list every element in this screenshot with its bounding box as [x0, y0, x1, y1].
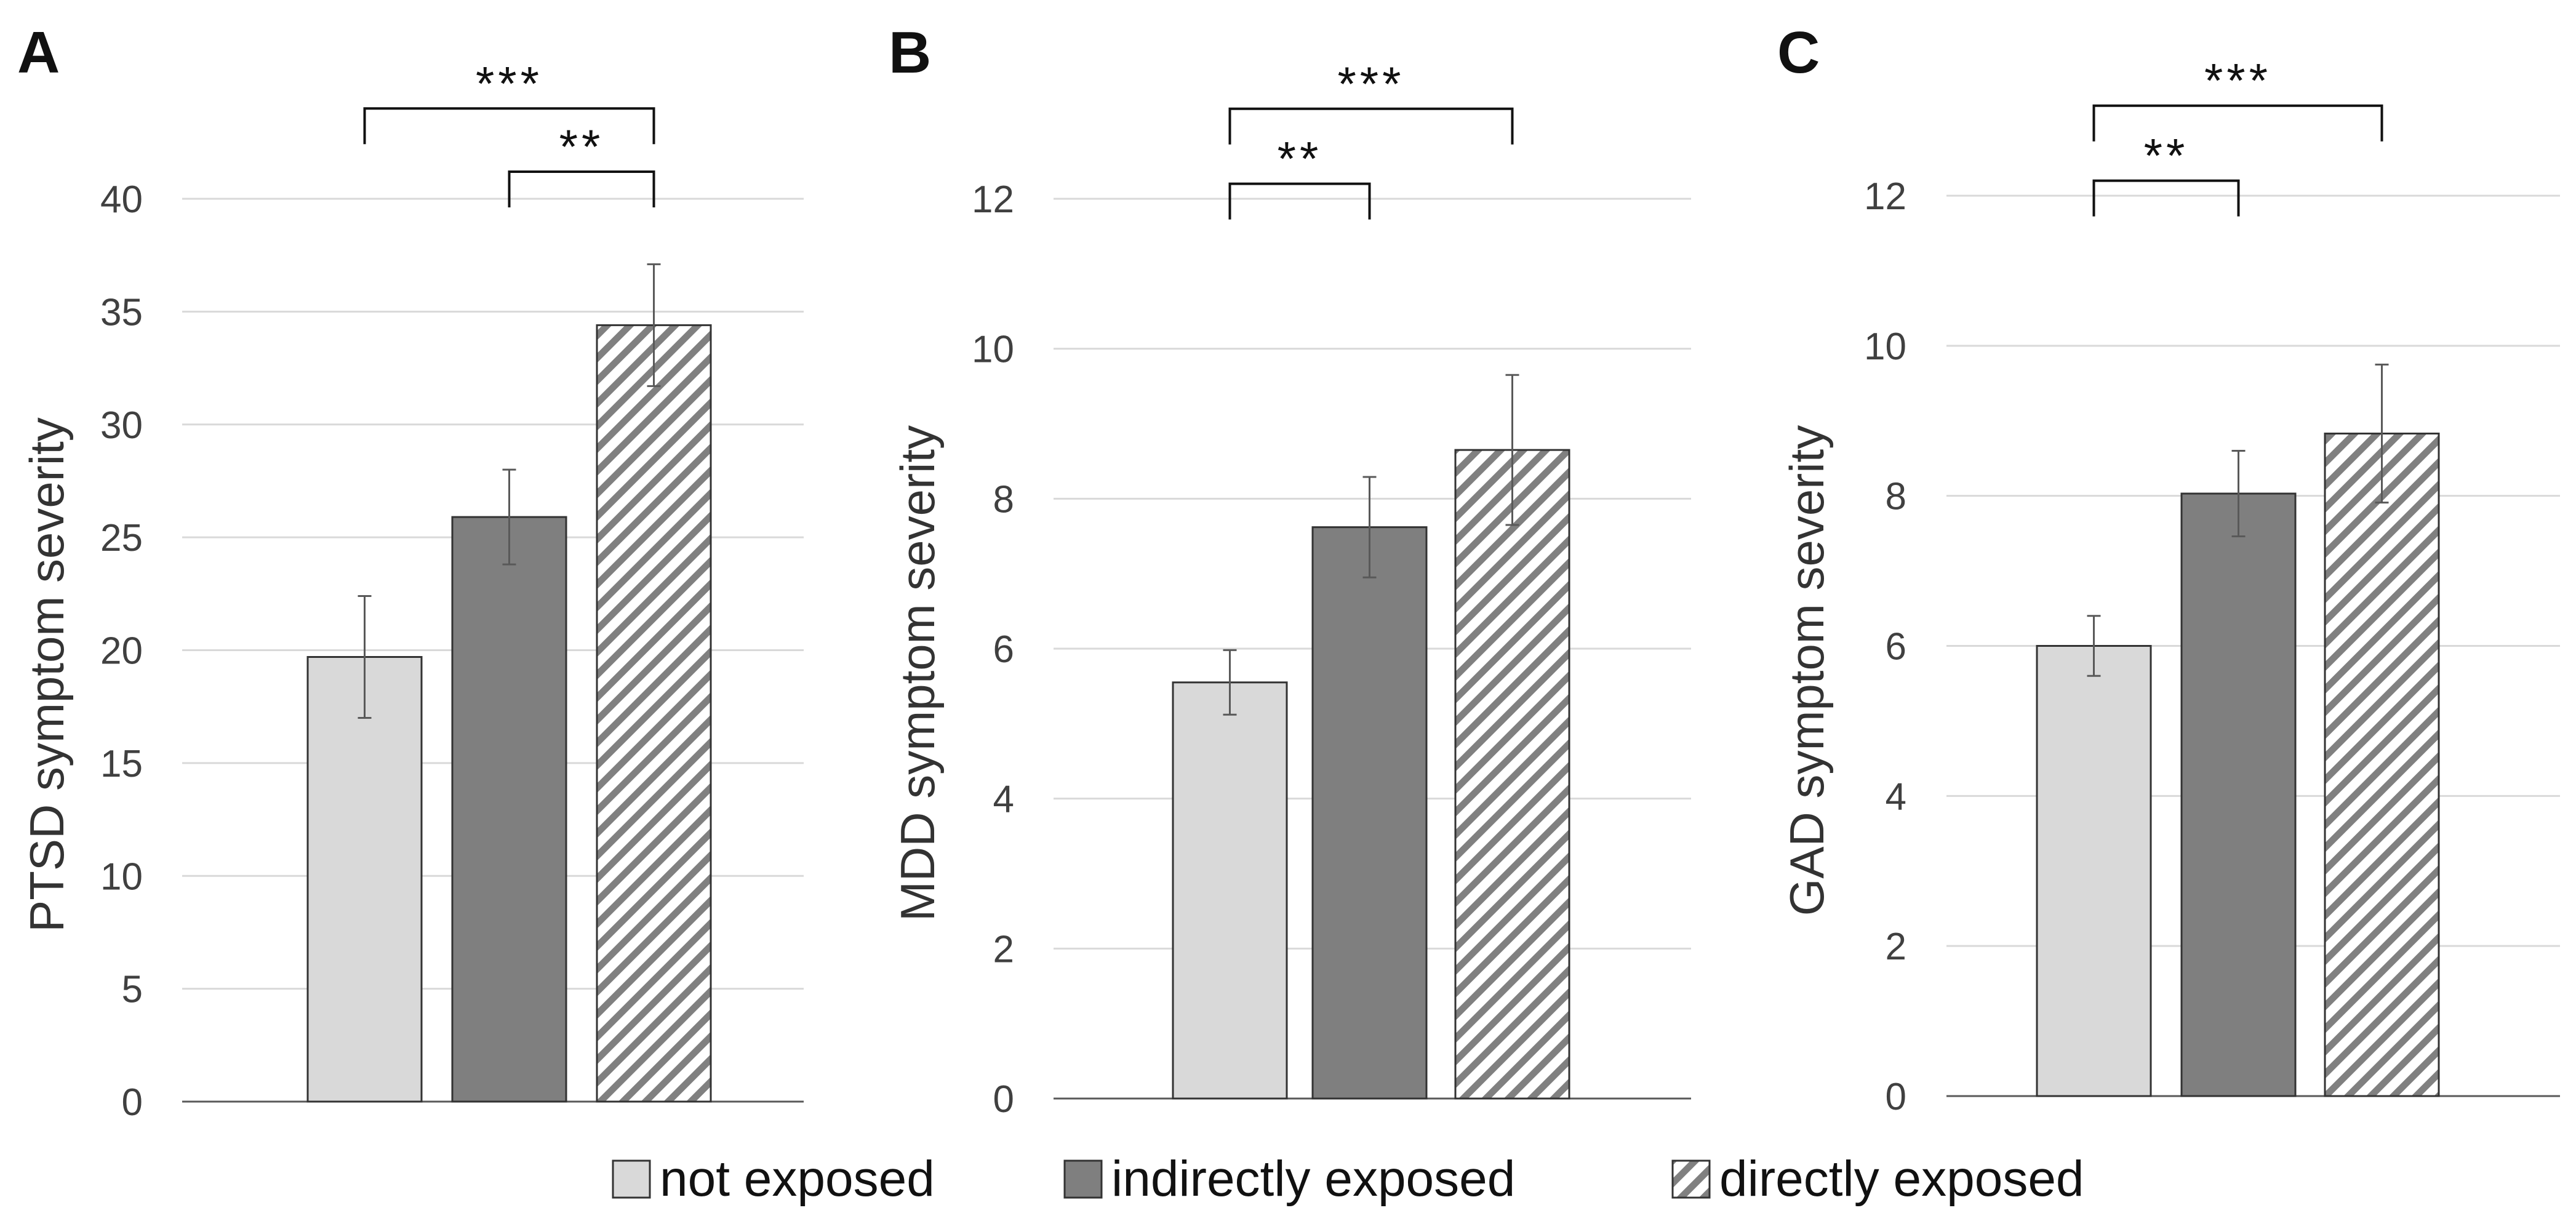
y-tick-label-a-20: 20 [100, 630, 143, 673]
error-bar-a-directly-exposed [647, 263, 661, 387]
y-tick-label-a-25: 25 [100, 517, 143, 559]
y-tick-label-a-0: 0 [122, 1081, 143, 1124]
bar-c-indirectly-exposed [2180, 492, 2297, 1097]
y-tick-label-b-12: 12 [972, 178, 1014, 221]
y-tick-label-c-2: 2 [1886, 926, 1906, 968]
bracket-line [363, 107, 655, 145]
significance-label: ** [2144, 129, 2189, 183]
significance-bracket-a-2: ** [508, 119, 655, 207]
bracket-line [2092, 179, 2240, 217]
bar-c-directly-exposed [2324, 432, 2440, 1097]
error-bar-a-not-exposed [358, 594, 372, 719]
y-tick-label-b-10: 10 [972, 329, 1014, 371]
y-axis-label-c: GAD symptom severity [1780, 425, 1834, 916]
legend-swatch-not-exposed [612, 1159, 651, 1199]
bar-a-not-exposed [306, 656, 423, 1103]
y-axis-label-a: PTSD symptom severity [20, 417, 74, 932]
y-tick-label-b-2: 2 [993, 928, 1014, 971]
bracket-line [1228, 182, 1371, 220]
bracket-line [508, 170, 655, 207]
y-tick-label-a-5: 5 [122, 969, 143, 1011]
error-bar-c-indirectly-exposed [2231, 450, 2246, 538]
significance-bracket-a-1: *** [363, 56, 655, 145]
significance-label: *** [1337, 57, 1404, 111]
legend-label-not-exposed: not exposed [660, 1151, 935, 1207]
y-tick-label-a-35: 35 [100, 291, 143, 334]
bar-b-not-exposed [1172, 681, 1288, 1100]
significance-label: *** [2204, 54, 2271, 108]
panel-letter-a: A [17, 20, 60, 86]
y-tick-label-a-30: 30 [100, 404, 143, 447]
y-tick-label-c-10: 10 [1864, 326, 1906, 368]
bar-a-directly-exposed [596, 324, 712, 1103]
legend: not exposed indirectly exposed directly … [612, 1151, 2084, 1207]
legend-swatch-directly-exposed [1671, 1159, 1711, 1199]
significance-bracket-b-2: ** [1228, 132, 1371, 220]
significance-label: ** [559, 119, 604, 174]
y-tick-label-a-15: 15 [100, 743, 143, 785]
error-bar-b-not-exposed [1223, 649, 1237, 716]
y-tick-label-c-0: 0 [1886, 1076, 1906, 1118]
panel-letter-c: C [1777, 20, 1820, 86]
y-tick-label-a-10: 10 [100, 855, 143, 898]
y-tick-label-c-6: 6 [1886, 626, 1906, 668]
significance-bracket-c-1: *** [2092, 54, 2383, 142]
significance-bracket-c-2: ** [2092, 129, 2240, 217]
significance-label: ** [1278, 132, 1322, 186]
error-bar-a-indirectly-exposed [502, 468, 516, 566]
panel-a: A 0 5 10 15 20 25 30 35 40 PTSD symptom severity **… [17, 20, 804, 1124]
significance-label: *** [476, 56, 543, 110]
error-bar-c-not-exposed [2087, 615, 2101, 677]
legend-label-indirectly-exposed: indirectly exposed [1111, 1151, 1515, 1207]
bracket-line [1228, 107, 1514, 145]
y-tick-label-b-0: 0 [993, 1078, 1014, 1121]
error-bar-b-directly-exposed [1505, 374, 1519, 526]
error-bar-b-indirectly-exposed [1362, 476, 1377, 578]
error-bar-c-directly-exposed [2375, 363, 2389, 504]
significance-bracket-b-1: *** [1228, 57, 1514, 145]
y-tick-label-b-4: 4 [993, 779, 1014, 821]
y-tick-label-c-12: 12 [1864, 175, 1906, 218]
legend-label-directly-exposed: directly exposed [1719, 1151, 2084, 1207]
bar-b-directly-exposed [1454, 449, 1570, 1100]
bar-c-not-exposed [2036, 645, 2152, 1097]
y-tick-label-c-4: 4 [1886, 775, 1906, 818]
bar-b-indirectly-exposed [1311, 526, 1428, 1100]
y-tick-label-c-8: 8 [1886, 476, 1906, 518]
y-tick-label-b-6: 6 [993, 628, 1014, 671]
bracket-line [2092, 104, 2383, 142]
panel-letter-b: B [889, 20, 931, 86]
legend-swatch-indirectly-exposed [1063, 1159, 1103, 1199]
y-axis-label-b: MDD symptom severity [890, 425, 945, 921]
y-tick-label-b-8: 8 [993, 478, 1014, 521]
bar-a-indirectly-exposed [451, 516, 567, 1103]
y-tick-label-a-40: 40 [100, 178, 143, 221]
